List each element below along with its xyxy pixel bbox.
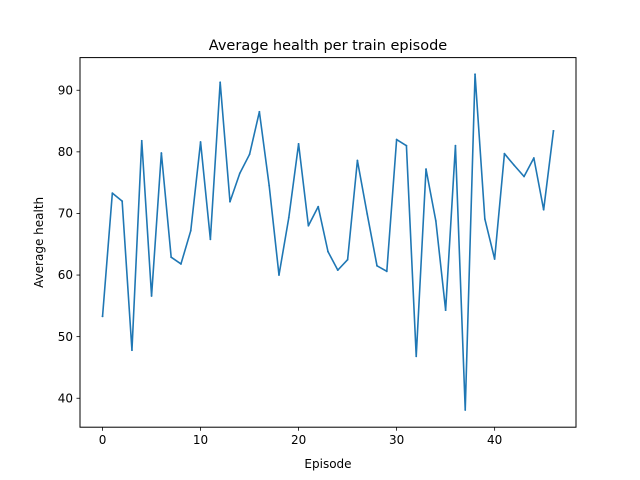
data-point	[101, 315, 104, 318]
plot-frame	[79, 57, 577, 428]
plot-area	[80, 57, 576, 428]
data-point	[150, 295, 153, 297]
data-point	[248, 153, 251, 156]
x-tick-label: 20	[291, 433, 306, 447]
series-layer	[101, 73, 555, 411]
y-tick-label: 60	[58, 268, 73, 282]
data-point	[483, 218, 486, 220]
data-point	[121, 200, 124, 203]
data-point	[180, 263, 182, 265]
chart-title: Average health per train episode	[209, 38, 448, 54]
x-tick-label: 30	[389, 433, 404, 447]
data-point	[268, 184, 271, 187]
data-point	[493, 258, 496, 260]
x-axis-label: Episode	[304, 457, 351, 471]
data-point	[376, 264, 378, 267]
data-point	[199, 141, 202, 143]
data-point	[444, 309, 447, 312]
x-tick-label: 10	[193, 433, 208, 447]
data-point	[366, 213, 369, 215]
data-point	[552, 130, 555, 132]
data-point	[513, 164, 516, 167]
data-point	[464, 409, 467, 411]
data-point	[542, 208, 545, 211]
data-point	[307, 224, 310, 227]
data-point	[474, 73, 476, 76]
y-axis-ticks: 40 50 60 70 80 90	[58, 83, 80, 405]
y-tick-label: 90	[58, 83, 73, 97]
data-point	[160, 152, 163, 154]
data-point	[189, 229, 192, 232]
data-point	[425, 168, 427, 171]
data-point	[327, 250, 329, 253]
y-axis-label: Average health	[32, 197, 46, 288]
data-point	[229, 200, 231, 203]
data-point	[336, 269, 339, 272]
x-tick-label: 0	[99, 433, 107, 447]
data-point	[287, 216, 290, 219]
data-point	[356, 159, 359, 162]
data-point	[131, 349, 133, 352]
data-point	[434, 219, 437, 222]
data-point	[395, 138, 398, 141]
data-point	[170, 256, 173, 259]
data-point	[297, 142, 300, 145]
data-point	[454, 144, 457, 147]
data-point	[405, 144, 408, 147]
y-tick-label: 50	[58, 330, 73, 344]
data-point	[219, 81, 222, 84]
y-tick-label: 40	[58, 391, 73, 405]
y-tick-label: 80	[58, 145, 73, 159]
data-point	[278, 274, 280, 276]
data-point	[415, 355, 418, 358]
data-point	[503, 152, 506, 155]
data-point	[385, 270, 388, 273]
data-point	[317, 205, 320, 208]
x-axis-ticks: 0 10 20 30 40	[99, 427, 502, 447]
data-point	[238, 172, 241, 175]
y-tick-label: 70	[58, 207, 73, 221]
x-tick-label: 40	[487, 433, 502, 447]
data-point	[209, 238, 212, 241]
data-point	[532, 157, 535, 159]
data-point	[111, 192, 114, 195]
data-point	[523, 175, 525, 178]
data-point	[140, 139, 143, 142]
data-point	[258, 110, 261, 113]
data-point	[346, 258, 349, 261]
